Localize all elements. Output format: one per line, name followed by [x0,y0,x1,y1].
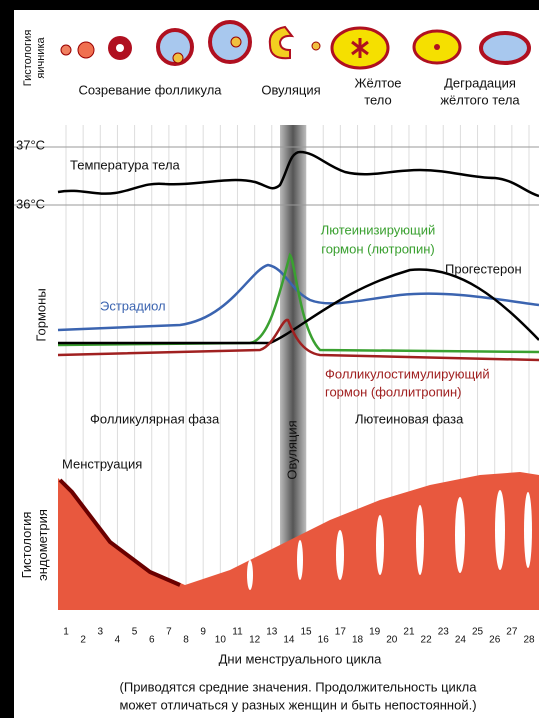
lh-label: Лютеинизирующий [321,222,436,237]
day-label: 14 [283,635,295,646]
day-label: 20 [386,635,398,646]
day-label: 21 [403,627,415,638]
day-label: 15 [301,627,313,638]
note: (Приводятся средние значения. Продолжите… [120,679,478,694]
day-label: 28 [523,635,535,646]
endometrium-label: Гистологияэндометрия [19,509,50,581]
day-label: 27 [506,627,518,638]
day-label: 2 [80,635,86,646]
day-label: 26 [489,635,501,646]
day-label: 17 [335,627,347,638]
stage-label: Созревание фолликула [78,82,222,97]
menstruation-label: Менструация [62,456,142,471]
stage-label: Деградация [444,75,516,90]
day-label: 13 [266,627,278,638]
fsh-label: Фолликулостимулирующий [325,366,490,381]
day-label: 18 [352,635,364,646]
progesterone-label: Прогестерон [445,261,522,276]
day-label: 12 [249,635,261,646]
day-label: 7 [166,627,172,638]
day-label: 3 [98,627,104,638]
diagram: Гистологияяичника Гормоны Гистологияэндо… [0,0,539,718]
day-label: 25 [472,627,484,638]
ovulation-band [280,125,306,605]
ovary-label: Гистологияяичника [22,30,47,87]
stage-label: Жёлтое [354,75,401,90]
fsh-label: гормон (фоллитропин) [325,384,462,399]
temp-tick: 36°C [16,196,45,211]
lh-label: гормон (лютропин) [321,241,434,256]
day-label: 6 [149,635,155,646]
temp-tick: 37°C [16,137,45,152]
day-label: 22 [421,635,433,646]
day-label: 8 [183,635,189,646]
axis-title: Дни менструального цикла [219,651,383,666]
day-label: 1 [63,627,69,638]
phase-label: Фолликулярная фаза [90,411,220,426]
hormones-label: Гормоны [33,288,48,341]
ovulation-label: Овуляция [284,420,299,479]
day-label: 11 [232,627,243,638]
estradiol-label: Эстрадиол [100,298,166,313]
phase-label: Лютеиновая фаза [355,411,464,426]
day-label: 10 [215,635,227,646]
day-label: 24 [455,635,467,646]
temperature-label: Температура тела [70,157,181,172]
day-label: 4 [115,635,121,646]
day-label: 16 [318,635,330,646]
stage-label: тело [364,92,392,107]
day-label: 5 [132,627,138,638]
stage-label: Овуляция [261,82,320,97]
day-label: 9 [200,627,206,638]
day-label: 19 [369,627,381,638]
day-label: 23 [438,627,450,638]
stage-label: жёлтого тела [440,92,520,107]
note: может отличаться у разных женщин и быть … [119,697,476,712]
